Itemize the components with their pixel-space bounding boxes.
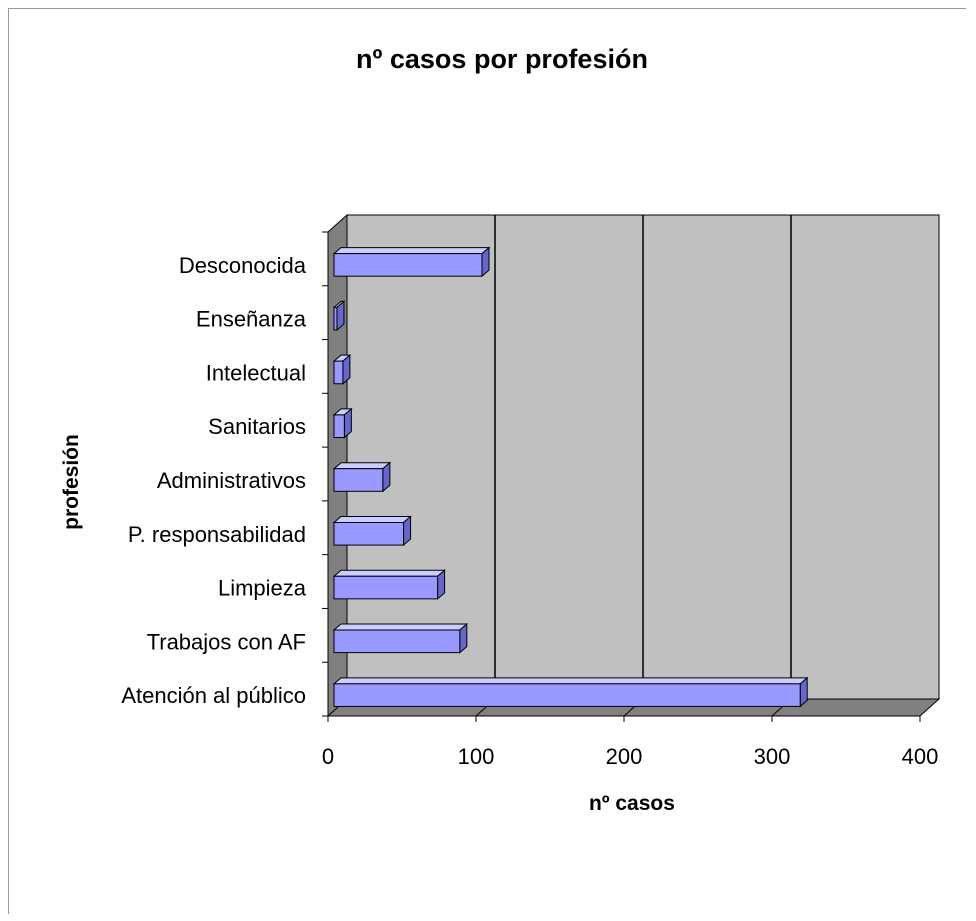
category-label: Desconocida [179,253,307,278]
x-tick-label: 100 [458,744,495,769]
bar [333,468,384,492]
category-label: Intelectual [206,360,306,385]
chart-title: nº casos por profesión [356,44,648,74]
bar [333,360,344,385]
bar-top [332,247,491,255]
x-axis-title: nº casos [589,792,675,815]
category-label: Administrativos [157,468,306,493]
category-label: Limpieza [218,576,307,601]
x-tick-label: 0 [322,744,334,769]
bar-top [332,569,446,577]
bar-top [332,515,412,523]
y-axis-title: profesión [60,434,83,530]
plot-area: 0 100 200 300 400 Atención al público Trabajos… [121,213,941,769]
bar [333,683,801,707]
x-tick-label: 300 [754,744,791,769]
bar [333,575,439,600]
bar [333,521,405,546]
x-tick-label: 200 [606,744,643,769]
bar [333,414,345,439]
bar-top [332,677,809,685]
chart-frame [8,8,966,914]
bar [333,253,483,277]
bar-top [332,462,392,470]
category-label: Enseñanza [196,307,307,332]
bar [333,306,338,331]
x-tick-label: 400 [902,744,939,769]
category-label: Trabajos con AF [147,629,306,654]
bar [333,629,461,654]
category-label: Atención al público [121,683,306,708]
category-label: P. responsabilidad [128,522,306,547]
category-label: Sanitarios [208,414,306,439]
bar-top [332,623,469,631]
